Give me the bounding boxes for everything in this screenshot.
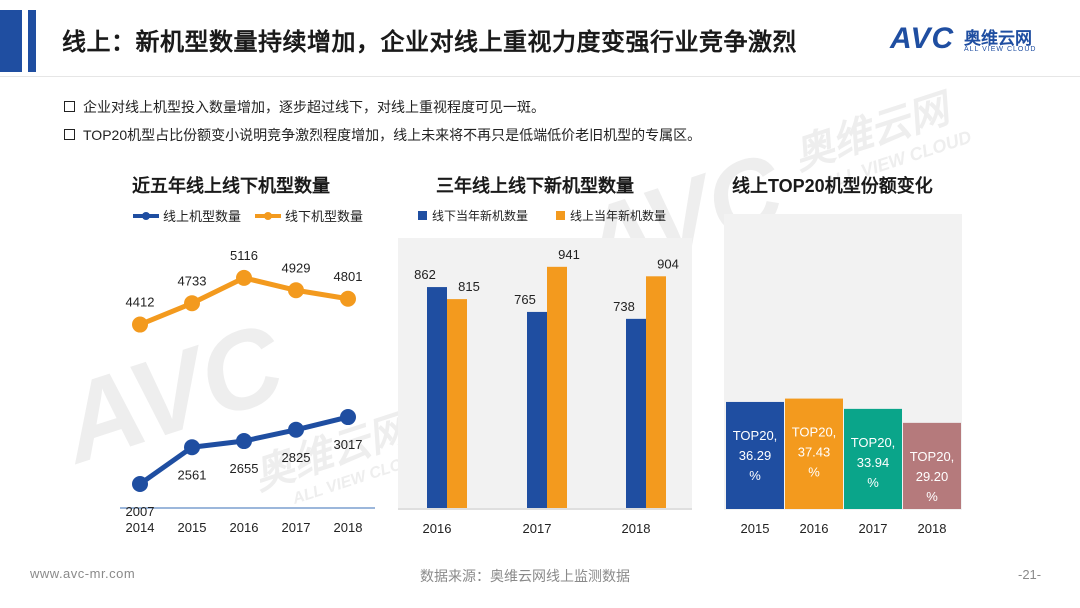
data-point <box>184 295 200 312</box>
bar <box>903 422 961 509</box>
x-tick-label: 2018 <box>622 521 651 536</box>
data-label: % <box>749 468 761 483</box>
footer-source: 数据来源：奥维云网线上监测数据 <box>420 568 630 584</box>
bar <box>646 276 666 508</box>
data-point <box>236 433 252 450</box>
bar <box>527 311 547 508</box>
accent-bar <box>0 10 38 72</box>
data-label: % <box>867 475 879 490</box>
x-tick-label: 2017 <box>282 520 311 535</box>
bar <box>844 408 902 509</box>
x-tick-label: 2016 <box>800 521 829 536</box>
legend-label: 线上当年新机数量 <box>570 208 666 223</box>
data-label: TOP20, <box>851 435 896 450</box>
logo-cn: 奥维云网 <box>964 29 1032 48</box>
x-tick-label: 2017 <box>859 521 888 536</box>
data-label: 815 <box>458 279 480 294</box>
data-label: 4929 <box>282 260 311 275</box>
data-label: 2561 <box>178 467 207 482</box>
data-label: 33.94 <box>857 455 890 470</box>
data-point <box>236 269 252 286</box>
data-point <box>132 316 148 333</box>
data-point <box>288 282 304 299</box>
bar <box>726 401 784 509</box>
x-tick-label: 2015 <box>178 520 207 535</box>
x-tick-label: 2016 <box>230 520 259 535</box>
square-bullet-icon <box>64 129 75 140</box>
bullet-text: TOP20机型占比份额变小说明竞争激烈程度增加，线上未来将不再只是低端低价老旧机… <box>83 127 702 143</box>
data-label: % <box>926 489 938 504</box>
legend-swatch <box>556 211 565 220</box>
bullet-item: 企业对线上机型投入数量增加，逐步超过线下，对线上重视程度可见一斑。 <box>64 97 545 117</box>
data-label: 3017 <box>334 437 363 452</box>
data-label: 2655 <box>230 461 259 476</box>
chart3-title: 线上TOP20机型份额变化 <box>732 176 933 196</box>
bar <box>626 318 646 508</box>
bullet-item: TOP20机型占比份额变小说明竞争激烈程度增加，线上未来将不再只是低端低价老旧机… <box>64 125 701 145</box>
data-label: 862 <box>414 267 436 282</box>
bar <box>547 266 567 508</box>
data-label: 765 <box>514 292 536 307</box>
square-bullet-icon <box>64 101 75 112</box>
data-label: TOP20, <box>733 428 778 443</box>
legend-label: 线下机型数量 <box>285 209 363 224</box>
chart2-title: 三年线上线下新机型数量 <box>436 176 634 196</box>
x-tick-label: 2016 <box>423 521 452 536</box>
data-label: TOP20, <box>792 425 837 440</box>
footer-website: www.avc-mr.com <box>30 566 136 581</box>
bar <box>427 287 447 508</box>
page-number: -21- <box>1018 567 1042 582</box>
data-label: 4412 <box>126 295 155 310</box>
page-title: 线上：新机型数量持续增加，企业对线上重视力度变强行业竞争激烈 <box>62 29 797 56</box>
data-point <box>288 421 304 438</box>
data-label: 4733 <box>178 273 207 288</box>
data-label: 5116 <box>230 248 258 263</box>
avc-logo: AVC 奥维云网 ALL VIEW CLOUD <box>890 20 1060 60</box>
data-point <box>340 290 356 307</box>
data-point <box>340 409 356 426</box>
data-point <box>184 439 200 456</box>
legend-label: 线下当年新机数量 <box>432 208 528 223</box>
data-label: TOP20, <box>910 449 955 464</box>
chart1-title: 近五年线上线下机型数量 <box>132 176 330 196</box>
data-label: 738 <box>613 299 635 314</box>
x-tick-label: 2018 <box>918 521 947 536</box>
data-label: 2007 <box>126 504 155 519</box>
bar <box>785 398 843 509</box>
logo-mark: AVC <box>890 22 955 55</box>
legend-swatch <box>418 211 427 220</box>
x-tick-label: 2014 <box>126 520 155 535</box>
header-divider <box>0 76 1080 77</box>
data-label: 941 <box>558 247 580 262</box>
x-tick-label: 2017 <box>523 521 552 536</box>
legend-marker <box>264 212 272 220</box>
data-label: 37.43 <box>798 445 831 460</box>
x-tick-label: 2015 <box>741 521 770 536</box>
legend-marker <box>142 212 150 220</box>
data-label: % <box>808 465 820 480</box>
bullet-text: 企业对线上机型投入数量增加，逐步超过线下，对线上重视程度可见一斑。 <box>83 99 545 115</box>
x-tick-label: 2018 <box>334 520 363 535</box>
data-label: 4801 <box>334 269 363 284</box>
data-point <box>132 476 148 492</box>
legend-label: 线上机型数量 <box>163 209 241 224</box>
data-label: 29.20 <box>916 469 949 484</box>
data-label: 36.29 <box>739 448 772 463</box>
data-label: 2825 <box>282 450 311 465</box>
data-label: 904 <box>657 256 679 271</box>
bar <box>447 299 467 508</box>
logo-en: ALL VIEW CLOUD <box>964 46 1037 53</box>
